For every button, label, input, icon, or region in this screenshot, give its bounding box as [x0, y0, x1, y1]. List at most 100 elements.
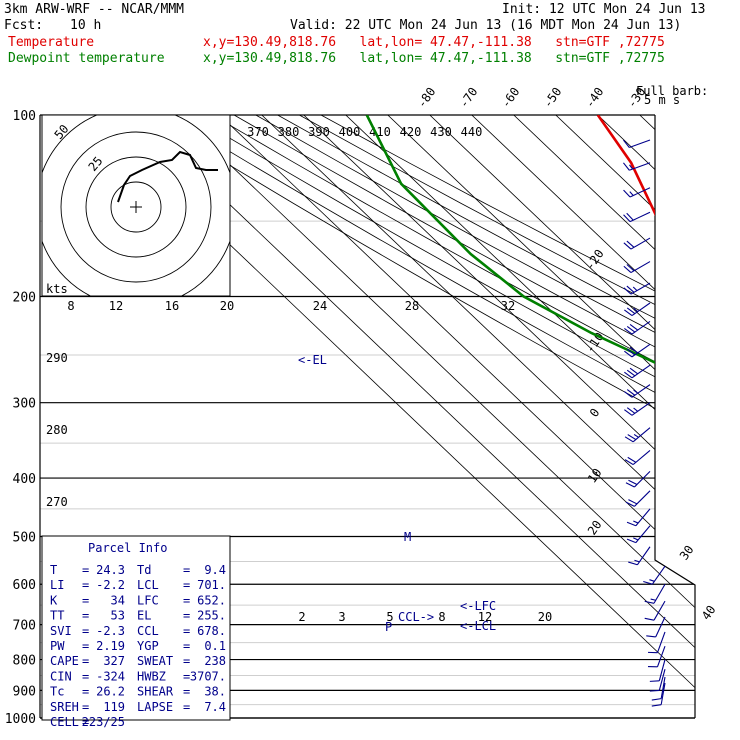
hodograph-speed-label: 8 [67, 299, 74, 313]
parcel-param-eq: = [82, 593, 89, 607]
wind-barb-flag [623, 189, 631, 198]
wind-barb-staff [631, 364, 651, 379]
parcel-param-name: K [50, 593, 58, 607]
wind-barb-staff [632, 427, 651, 443]
wind-barb-flag [623, 214, 631, 222]
pressure-label: 400 [13, 472, 36, 487]
parcel-param-name: SWEAT [137, 654, 173, 668]
mixing-ratio-label: 2 [298, 610, 305, 624]
moist-adiabat [736, 297, 740, 719]
wind-barb-half [633, 433, 639, 438]
parcel-param-eq: = [183, 578, 190, 592]
wind-barb-flag [625, 482, 635, 488]
forecast-label: Fcst: [4, 18, 44, 33]
parcel-param-value: 119 [103, 700, 125, 714]
isotherm-label: 0 [587, 406, 603, 420]
barb-legend-title: Full barb: [636, 84, 708, 98]
theta-label: 430 [430, 125, 452, 139]
parcel-param-name: SREH [50, 700, 79, 714]
wind-barb-flag [627, 456, 637, 463]
parcel-param-name: PW [50, 639, 65, 653]
parcel-param-value: 701. [197, 578, 226, 592]
pressure-label: 300 [13, 397, 36, 412]
wind-barb-flag [624, 391, 633, 398]
parcel-param-value: -2.3 [96, 624, 125, 638]
wind-barb-staff [631, 343, 651, 358]
parcel-param-value: 255. [197, 609, 226, 623]
parcel-param-value: -324 [96, 669, 125, 683]
wind-barb-staff [634, 490, 651, 507]
parcel-param-eq: = [82, 700, 89, 714]
parcel-param-eq: = [82, 715, 89, 729]
wind-barb-half [633, 307, 639, 313]
wind-barb-flag [624, 350, 633, 358]
lcl-marker: <-LCL [460, 619, 496, 633]
dry-adiabat [320, 115, 695, 718]
parcel-marker: P [385, 620, 392, 634]
frame-right [654, 115, 696, 718]
wind-barb-staff [655, 616, 666, 638]
parcel-param-eq: = [183, 654, 190, 668]
theta-label: 400 [339, 125, 361, 139]
isotherm-label: -60 [499, 85, 523, 111]
wind-barb-half [629, 164, 634, 170]
isotherm-line [597, 115, 695, 718]
hodograph-trace [117, 150, 218, 203]
parcel-param-value: 327 [103, 654, 125, 668]
wind-barb-flag [644, 617, 655, 621]
parcel-param-value: 678. [197, 624, 226, 638]
pressure-label: 1000 [5, 712, 36, 727]
isotherm-label: -70 [457, 85, 481, 111]
wind-barb-half [632, 286, 638, 291]
isotherm-label: 20 [585, 518, 605, 538]
dry-adiabat [190, 115, 695, 718]
wind-barb-staff [653, 600, 666, 621]
parcel-param-name: CELL [50, 715, 79, 729]
wind-barb-staff [629, 139, 651, 149]
hodograph-units: kts [46, 282, 68, 296]
wind-barb-flag [624, 371, 633, 379]
hodograph-ring [110, 181, 162, 233]
parcel-param-name: EL [137, 609, 151, 623]
isotherm-line [303, 115, 695, 718]
wind-barb-flag [629, 323, 639, 331]
wind-barb-half [634, 559, 640, 563]
wind-barb-staff [656, 645, 666, 667]
hodograph-ring [60, 131, 212, 283]
wind-barb-staff [651, 565, 666, 585]
parcel-param-eq: = [82, 563, 89, 577]
isotherm-label: -80 [415, 85, 439, 111]
wind-barb-flag [626, 240, 635, 248]
wind-barb-flag [626, 369, 636, 377]
wind-barb-flag [626, 307, 636, 315]
pressure-label: 800 [13, 654, 36, 669]
parcel-param-eq: = [183, 669, 190, 683]
parcel-param-value: 223/25 [82, 715, 125, 729]
isotherm-label: 30 [677, 543, 697, 563]
hodograph-speed-label: 32 [501, 299, 515, 313]
wind-barb-flag [622, 162, 630, 171]
wind-barb-flag [628, 561, 638, 566]
wind-barb-staff [634, 471, 651, 488]
parcel-param-name: LAPSE [137, 700, 173, 714]
mixing-ratio-label: 3 [338, 610, 345, 624]
hodograph-ring [85, 156, 187, 258]
pressure-label: 900 [13, 684, 36, 699]
isotherm-line [135, 115, 695, 718]
isotherm-label: 10 [585, 466, 605, 486]
isotherm-line [681, 115, 695, 718]
parcel-param-name: SVI [50, 624, 72, 638]
wind-barb-staff [658, 669, 666, 691]
parcel-param-value: 9.4 [204, 563, 226, 577]
dry-adiabat-label: 290 [46, 351, 68, 365]
isotherm-label: -40 [583, 85, 607, 111]
parcel-param-name: LI [50, 578, 64, 592]
parcel-param-eq: = [183, 639, 190, 653]
dewpoint-profile [365, 115, 695, 683]
wind-barb-flag [629, 367, 639, 375]
wind-barb-staff [660, 676, 666, 699]
temperature-profile [596, 115, 695, 683]
dry-adiabat [168, 115, 695, 718]
moist-adiabat [694, 296, 695, 718]
parcel-param-name: YGP [137, 639, 159, 653]
